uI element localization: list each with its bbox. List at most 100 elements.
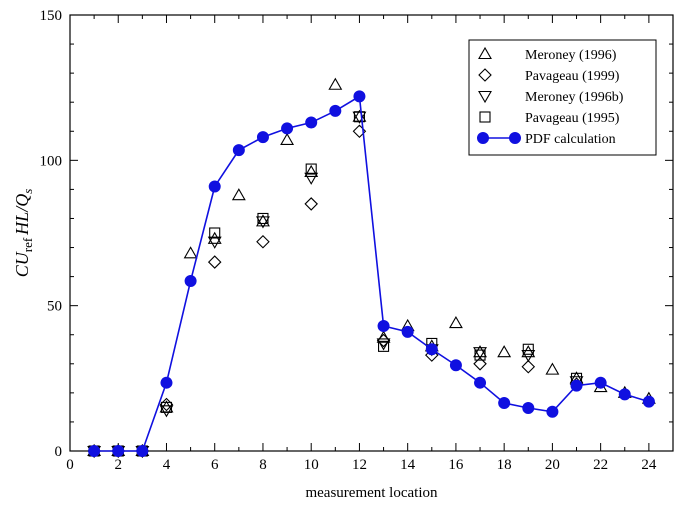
- marker-diamond: [256, 234, 270, 249]
- marker-triangle-down: [304, 172, 319, 185]
- x-tick-label: 16: [448, 457, 464, 473]
- series-pdf-calculation: [88, 90, 655, 457]
- x-axis-label: measurement location: [305, 485, 438, 501]
- marker-triangle-down: [256, 216, 270, 229]
- legend-label: Meroney (1996): [525, 48, 617, 63]
- legend-item: PDF calculation: [477, 132, 616, 147]
- marker-diamond: [207, 255, 222, 269]
- legend-label: Meroney (1996b): [525, 90, 624, 105]
- marker-triangle-up: [183, 246, 198, 259]
- marker-circle: [112, 445, 125, 457]
- marker-circle: [498, 397, 511, 410]
- marker-triangle-down: [473, 347, 487, 360]
- marker-circle: [377, 320, 390, 333]
- svg-text:CUrefHL/Qs: CUrefHL/Qs: [12, 189, 35, 278]
- legend-label: Pavageau (1995): [525, 111, 620, 126]
- marker-circle: [353, 90, 366, 103]
- marker-square: [209, 227, 221, 239]
- marker-triangle-up: [328, 77, 343, 90]
- marker-circle: [570, 379, 583, 392]
- marker-square: [474, 349, 486, 361]
- marker-diamond: [376, 333, 391, 348]
- marker-triangle-down: [376, 338, 391, 351]
- legend: Meroney (1996) Pavageau (1999) Meroney (19…: [468, 39, 657, 156]
- x-tick-label: 6: [211, 457, 219, 473]
- marker-circle: [477, 132, 489, 144]
- marker-triangle-up: [280, 132, 295, 146]
- y-tick-label: 0: [55, 444, 63, 460]
- x-tick-label: 2: [114, 457, 122, 473]
- y-axis-label-sub: ref: [20, 237, 35, 252]
- x-tick-label: 24: [641, 457, 657, 473]
- y-axis-label: CUrefHL/Qs: [12, 189, 35, 278]
- marker-triangle-up: [231, 188, 246, 201]
- marker-circle: [256, 131, 269, 144]
- legend-label: PDF calculation: [525, 132, 616, 147]
- legend-item: Pavageau (1999): [478, 68, 620, 84]
- marker-square: [522, 343, 534, 355]
- marker-circle: [509, 132, 521, 144]
- marker-triangle-up: [497, 345, 512, 358]
- marker-circle: [546, 405, 559, 418]
- marker-circle: [305, 116, 318, 129]
- marker-triangle-up: [304, 164, 319, 178]
- y-tick-label: 50: [47, 299, 62, 315]
- marker-circle: [401, 325, 414, 338]
- legend-label: Pavageau (1999): [525, 69, 620, 84]
- marker-circle: [449, 359, 462, 372]
- marker-circle: [329, 104, 342, 117]
- marker-circle: [232, 144, 245, 157]
- marker-square: [305, 163, 317, 175]
- y-axis-label-tail-sub: s: [20, 189, 35, 194]
- marker-square: [353, 111, 365, 123]
- marker-triangle-up: [478, 46, 492, 60]
- x-tick-label: 8: [259, 457, 267, 473]
- marker-diamond: [521, 359, 536, 374]
- marker-triangle-up: [473, 345, 487, 358]
- marker-circle: [594, 376, 607, 389]
- series-pavageau-1995-: [88, 111, 583, 457]
- x-tick-label: 20: [545, 457, 560, 473]
- legend-item: Meroney (1996b): [478, 90, 624, 105]
- y-tick-label: 100: [40, 153, 63, 169]
- plot-border: [69, 14, 674, 452]
- marker-circle: [618, 388, 631, 401]
- x-tick-label: 12: [352, 457, 367, 473]
- marker-triangle-down: [207, 236, 222, 249]
- x-axis-ticks: 0 2 4 6 8 10 12 14 16 18 20 22 24: [66, 15, 674, 473]
- x-tick-label: 14: [400, 457, 416, 473]
- marker-circle: [136, 445, 149, 457]
- plot-frame: [69, 14, 674, 452]
- marker-triangle-down: [159, 405, 174, 418]
- x-tick-label: 4: [163, 457, 171, 473]
- x-tick-label: 22: [593, 457, 608, 473]
- marker-circle: [88, 445, 101, 457]
- marker-circle: [474, 376, 487, 389]
- marker-circle: [208, 180, 221, 193]
- marker-diamond: [473, 357, 487, 371]
- marker-triangle-up: [448, 315, 463, 329]
- x-tick-label: 10: [304, 457, 319, 473]
- marker-circle: [184, 274, 197, 287]
- marker-square: [378, 340, 390, 352]
- marker-triangle-up: [376, 330, 391, 343]
- marker-circle: [642, 395, 655, 408]
- marker-square: [160, 401, 173, 413]
- marker-triangle-up: [521, 345, 536, 358]
- y-axis-label-tail: HL/Q: [12, 194, 32, 236]
- x-tick-label: 18: [497, 457, 512, 473]
- marker-triangle-up: [256, 214, 270, 227]
- marker-circle: [160, 376, 173, 389]
- marker-circle: [522, 401, 535, 414]
- marker-square: [257, 212, 269, 225]
- marker-triangle-down: [521, 350, 536, 363]
- marker-triangle-up: [545, 362, 560, 375]
- y-axis-label-main: CU: [12, 251, 32, 277]
- marker-circle: [425, 343, 438, 356]
- marker-diamond: [304, 197, 318, 211]
- y-tick-label: 150: [40, 8, 63, 24]
- legend-item: Pavageau (1995): [479, 111, 620, 126]
- marker-diamond: [478, 68, 492, 82]
- marker-square: [479, 111, 491, 123]
